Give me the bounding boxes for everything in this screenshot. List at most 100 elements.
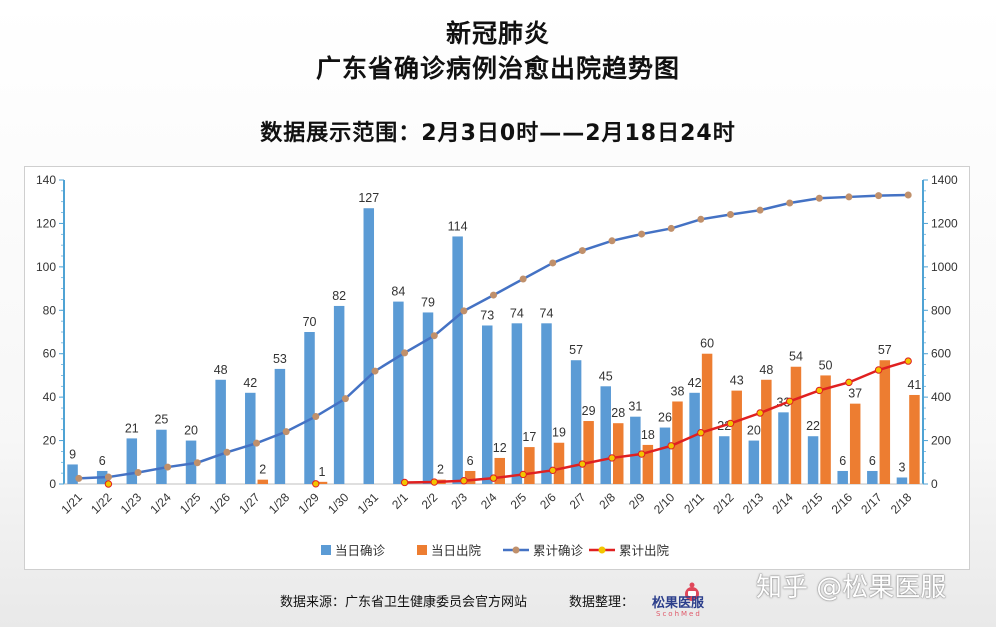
bar-discharged — [464, 470, 476, 484]
point-cumulative-discharged — [104, 480, 113, 488]
bar-confirmed — [452, 236, 463, 484]
bar-confirmed — [393, 301, 404, 484]
legend-marker — [598, 546, 606, 554]
bar-discharged — [494, 457, 505, 484]
point-cumulative-confirmed — [667, 224, 675, 232]
x-tick-label: 1/22 — [88, 490, 115, 517]
bar-confirmed — [126, 438, 138, 484]
point-cumulative-confirmed — [726, 211, 734, 219]
legend-item: 累计出院 — [589, 544, 670, 558]
right-tick-label: 0 — [931, 477, 938, 491]
point-cumulative-confirmed — [371, 367, 379, 375]
bar-confirmed — [185, 440, 197, 484]
bar-discharged — [790, 366, 802, 484]
bar-discharged-label: 18 — [641, 428, 655, 442]
right-tick-label: 1400 — [931, 173, 958, 187]
bar-confirmed — [867, 470, 878, 484]
bar-confirmed — [215, 379, 226, 484]
x-tick-label: 1/23 — [118, 490, 145, 517]
bar-discharged-label: 29 — [582, 404, 596, 418]
x-tick-label: 1/31 — [355, 490, 382, 517]
point-cumulative-discharged — [726, 419, 735, 428]
bar-discharged — [731, 390, 742, 484]
point-cumulative-confirmed — [193, 459, 201, 467]
legend-swatch — [417, 545, 427, 555]
legend-item: 累计确诊 — [503, 544, 584, 558]
bar-discharged-label: 19 — [552, 426, 566, 440]
legend-label: 累计确诊 — [533, 544, 584, 558]
bar-discharged — [849, 403, 861, 484]
point-cumulative-confirmed — [519, 275, 527, 283]
x-tick-label: 1/30 — [325, 490, 352, 517]
x-tick-label: 2/15 — [799, 490, 826, 517]
x-tick-label: 2/18 — [888, 490, 915, 517]
point-cumulative-confirmed — [490, 291, 497, 299]
data-source-text: 数据来源：广东省卫生健康委员会官方网站 — [280, 595, 528, 610]
bar-confirmed — [896, 477, 908, 484]
point-cumulative-confirmed — [401, 349, 409, 357]
right-tick-label: 600 — [931, 347, 951, 361]
x-tick-label: 2/16 — [829, 490, 856, 517]
bar-discharged-label: 60 — [700, 337, 714, 351]
bar-confirmed-label: 48 — [214, 363, 228, 377]
legend-label: 累计出院 — [619, 544, 670, 558]
bar-discharged — [583, 421, 594, 484]
left-tick-label: 20 — [43, 434, 57, 448]
point-cumulative-discharged — [815, 386, 824, 395]
x-tick-label: 2/1 — [389, 490, 411, 512]
point-cumulative-confirmed — [253, 439, 261, 447]
bar-confirmed — [333, 305, 345, 484]
point-cumulative-confirmed — [134, 468, 142, 476]
x-tick-label: 2/9 — [626, 490, 648, 512]
left-tick-label: 100 — [36, 260, 56, 274]
x-tick-label: 2/2 — [419, 490, 441, 512]
bar-discharged — [701, 353, 713, 484]
combo-chart: 0204060801001201400200400600800100012001… — [36, 173, 958, 558]
bar-confirmed-label: 42 — [243, 376, 257, 390]
bar-discharged — [761, 379, 772, 484]
bar-confirmed-label: 21 — [125, 421, 139, 435]
songguo-logo: 松果医服 ScohMed — [652, 582, 734, 622]
bar-confirmed-label: 6 — [839, 454, 846, 468]
point-cumulative-confirmed — [578, 247, 586, 255]
x-tick-label: 2/5 — [508, 490, 530, 512]
line-cumulative-discharged — [404, 359, 909, 484]
data-organizer-label: 数据整理： — [569, 595, 635, 610]
chart-title-line1: 新冠肺炎 — [445, 19, 550, 48]
point-cumulative-confirmed — [697, 215, 705, 223]
logo-mark-icon — [685, 582, 699, 601]
chart-title-line2: 广东省确诊病例治愈出院趋势图 — [315, 54, 680, 83]
bar-confirmed-label: 73 — [480, 308, 494, 322]
bar-discharged-label: 43 — [730, 374, 744, 388]
x-tick-label: 2/8 — [596, 490, 618, 512]
point-cumulative-discharged — [637, 450, 646, 458]
point-cumulative-confirmed — [549, 259, 557, 267]
point-cumulative-confirmed — [341, 395, 349, 403]
bar-discharged — [909, 394, 920, 484]
bar-confirmed — [245, 392, 256, 484]
bar-discharged-label: 48 — [759, 363, 773, 377]
point-cumulative-discharged — [489, 474, 498, 482]
bar-confirmed — [541, 323, 552, 484]
x-tick-label: 2/11 — [681, 490, 707, 516]
watermark-text: 知乎 @松果医服 — [756, 573, 947, 603]
x-tick-label: 2/14 — [769, 490, 796, 517]
point-cumulative-confirmed — [104, 473, 112, 481]
legend-marker — [512, 546, 520, 554]
point-cumulative-confirmed — [786, 199, 794, 207]
right-tick-label: 800 — [931, 303, 951, 317]
bar-discharged-label: 41 — [907, 378, 921, 392]
bar-confirmed-label: 84 — [391, 285, 405, 299]
bar-confirmed — [482, 325, 493, 484]
bar-confirmed-label: 42 — [688, 376, 702, 390]
bar-discharged-label: 57 — [878, 343, 892, 357]
bar-confirmed — [659, 427, 671, 484]
point-cumulative-confirmed — [282, 428, 290, 436]
bar-discharged — [612, 423, 624, 484]
legend-label: 当日确诊 — [335, 544, 386, 558]
point-cumulative-discharged — [667, 442, 675, 450]
bar-discharged-label: 38 — [671, 384, 685, 398]
point-cumulative-discharged — [845, 378, 853, 387]
bar-discharged — [879, 360, 891, 484]
bar-confirmed-label: 127 — [358, 191, 379, 205]
